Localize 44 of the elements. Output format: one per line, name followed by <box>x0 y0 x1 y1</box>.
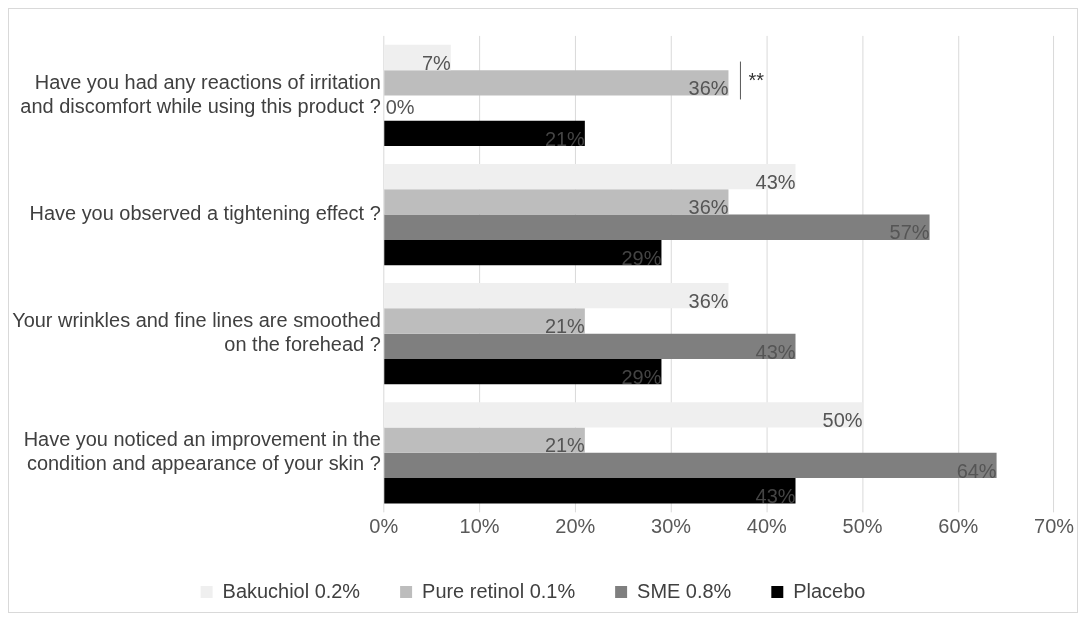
legend-label: Placebo <box>793 579 866 602</box>
x-tick-label: 20% <box>555 514 596 537</box>
bar <box>384 358 662 385</box>
data-label: 36% <box>688 289 729 312</box>
data-label: 50% <box>822 409 863 431</box>
data-label: 7% <box>421 51 452 74</box>
data-label: 43% <box>755 170 796 193</box>
y-tick-label: Have you observed a tightening effect ? <box>29 202 381 225</box>
bar <box>384 333 796 359</box>
data-label: 36% <box>688 196 729 219</box>
bar <box>384 163 796 190</box>
bar <box>384 427 585 453</box>
data-label: 43% <box>755 484 796 507</box>
bar <box>384 283 729 309</box>
data-label: 29% <box>621 246 662 269</box>
bar <box>384 478 796 504</box>
bar <box>384 308 585 334</box>
data-label: 21% <box>544 127 586 150</box>
x-tick-label: 30% <box>651 514 692 537</box>
annotation: ** <box>748 69 765 91</box>
data-label: 29% <box>621 365 662 388</box>
y-tick-label: Have you noticed an improvement in the condition and appearance of your skin ? <box>23 428 381 475</box>
bar <box>384 189 729 215</box>
y-tick-label: Have you had any reactions of irritation and discomfort while using this product ? <box>20 71 381 117</box>
x-tick-label: 50% <box>842 514 883 537</box>
bar <box>384 239 662 266</box>
data-label: 21% <box>544 315 586 338</box>
bar <box>384 214 930 240</box>
data-label: 36% <box>688 76 729 99</box>
legend-label: SME 0.8% <box>637 579 732 602</box>
x-tick-label: 40% <box>746 514 788 537</box>
x-tick-label: 0% <box>369 514 399 537</box>
bar <box>384 452 997 479</box>
legend-label: Pure retinol 0.1% <box>422 579 576 602</box>
x-tick-label: 70% <box>1034 514 1075 537</box>
bar <box>384 120 585 147</box>
data-label: 21% <box>544 434 586 457</box>
legend-label: Bakuchiol 0.2% <box>222 579 361 602</box>
x-tick-label: 10% <box>459 514 500 537</box>
x-tick-label: 60% <box>938 514 979 537</box>
bar <box>384 402 863 428</box>
bar <box>384 70 729 96</box>
y-tick-label: Your wrinkles and fine lines are smoothed on the forehead ? <box>12 309 381 356</box>
data-label: 0% <box>385 95 415 118</box>
